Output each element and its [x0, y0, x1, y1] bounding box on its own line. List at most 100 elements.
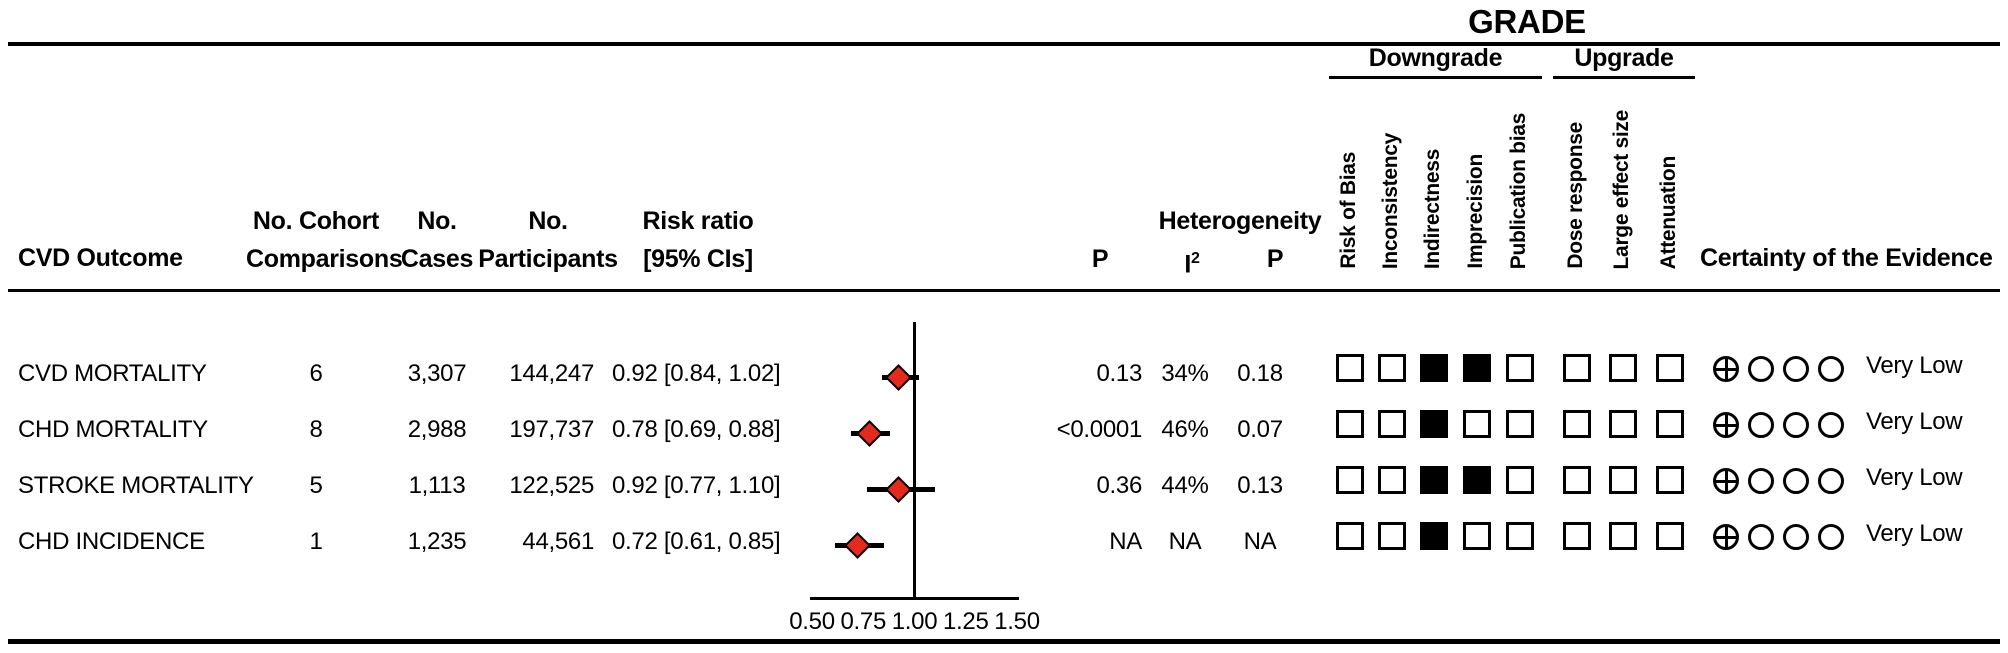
row-outcome: STROKE MORTALITY: [18, 472, 254, 499]
checkbox-filled-icon: [1463, 466, 1491, 494]
checkbox-empty-icon: [1563, 466, 1591, 494]
point-estimate-diamond: [843, 532, 871, 559]
grade-column-label-inconsistency: Inconsistency: [1379, 132, 1402, 269]
checkbox-filled-icon: [1420, 354, 1448, 382]
row-i-squared: NA: [1168, 528, 1202, 555]
checkbox-empty-icon: [1336, 410, 1364, 438]
row-cases: 2,988: [407, 416, 467, 443]
row-outcome: CVD MORTALITY: [18, 360, 207, 387]
row-i-squared: 44%: [1161, 472, 1209, 499]
grade-circle-icon: [1783, 468, 1809, 494]
row-certainty-label: Very Low: [1866, 408, 1963, 435]
grade-circle-icon: [1748, 468, 1774, 494]
row-p-value: 0.36: [1096, 472, 1142, 499]
row-certainty-label: Very Low: [1866, 520, 1963, 547]
row-cases: 1,113: [408, 472, 466, 499]
checkbox-empty-icon: [1336, 522, 1364, 550]
header-i-squared: I2: [1184, 250, 1200, 279]
grade-circle-icon: [1783, 524, 1809, 550]
checkbox-filled-icon: [1420, 410, 1448, 438]
checkbox-empty-icon: [1563, 522, 1591, 550]
checkbox-empty-icon: [1378, 522, 1406, 550]
row-p-het: 0.18: [1237, 360, 1283, 387]
checkbox-empty-icon: [1656, 466, 1684, 494]
upgrade-group-label: Upgrade: [1574, 44, 1674, 72]
grade-circle-icon: [1818, 468, 1844, 494]
checkbox-empty-icon: [1656, 410, 1684, 438]
grade-column-label-large-effect-size: Large effect size: [1610, 109, 1633, 269]
row-certainty-label: Very Low: [1866, 464, 1963, 491]
grade-circle-icon: [1748, 412, 1774, 438]
row-risk-ratio: 0.78 [0.69, 0.88]: [612, 416, 781, 443]
point-estimate-diamond: [855, 420, 883, 447]
grade-circle-icon: [1783, 412, 1809, 438]
checkbox-empty-icon: [1378, 354, 1406, 382]
checkbox-empty-icon: [1609, 522, 1637, 550]
x-axis-tick: 1.25: [942, 608, 989, 635]
checkbox-empty-icon: [1506, 354, 1534, 382]
grade-column-label-dose-response: Dose response: [1564, 122, 1587, 269]
grade-column-label-imprecision: Imprecision: [1464, 154, 1487, 269]
row-outcome: CHD MORTALITY: [18, 416, 208, 443]
header-outcome: CVD Outcome: [18, 244, 183, 272]
checkbox-empty-icon: [1463, 522, 1491, 550]
header-risk-ratio: Risk ratio [95% CIs]: [642, 207, 754, 273]
row-comparisons: 1: [309, 528, 323, 555]
grade-circle-icon: [1818, 524, 1844, 550]
checkbox-empty-icon: [1609, 354, 1637, 382]
header-p-heterogeneity: P: [1266, 245, 1284, 273]
row-participants: 197,737: [509, 416, 594, 443]
downgrade-underline: [1329, 76, 1542, 79]
checkbox-filled-icon: [1463, 354, 1491, 382]
row-outcome: CHD INCIDENCE: [18, 528, 205, 555]
checkbox-empty-icon: [1563, 354, 1591, 382]
row-comparisons: 6: [309, 360, 323, 387]
grade-circle-icon: [1748, 524, 1774, 550]
header-heterogeneity: Heterogeneity: [1158, 207, 1322, 235]
x-axis-tick: 1.00: [891, 608, 938, 635]
row-i-squared: 34%: [1161, 360, 1209, 387]
checkbox-empty-icon: [1656, 522, 1684, 550]
grade-circle-plus-icon: [1713, 356, 1739, 382]
x-axis-tick: 0.50: [789, 608, 835, 635]
grade-column-label-attenuation: Attenuation: [1657, 155, 1680, 269]
row-participants: 122,525: [509, 472, 594, 499]
row-certainty-label: Very Low: [1866, 352, 1963, 379]
row-risk-ratio: 0.92 [0.77, 1.10]: [612, 472, 781, 499]
x-axis-line: [810, 597, 1019, 600]
row-participants: 144,247: [509, 360, 594, 387]
header-rule: [8, 289, 2000, 292]
row-p-het: 0.13: [1237, 472, 1283, 499]
grade-title: GRADE: [1468, 3, 1586, 40]
row-comparisons: 5: [309, 472, 323, 499]
checkbox-filled-icon: [1420, 522, 1448, 550]
checkbox-empty-icon: [1463, 410, 1491, 438]
grade-circle-icon: [1818, 356, 1844, 382]
header-participants: No. Participants: [478, 207, 618, 273]
grade-column-label-publication-bias: Publication bias: [1507, 112, 1530, 269]
checkbox-empty-icon: [1336, 466, 1364, 494]
checkbox-empty-icon: [1336, 354, 1364, 382]
grade-circle-icon: [1783, 356, 1809, 382]
checkbox-empty-icon: [1656, 354, 1684, 382]
header-cases: No. Cases: [400, 207, 474, 273]
checkbox-empty-icon: [1506, 522, 1534, 550]
point-estimate-diamond: [884, 364, 912, 391]
checkbox-empty-icon: [1563, 410, 1591, 438]
header-cohort-comparisons: No. Cohort Comparisons: [246, 207, 403, 273]
row-participants: 44,561: [522, 528, 594, 555]
checkbox-empty-icon: [1506, 466, 1534, 494]
point-estimate-diamond: [884, 476, 912, 503]
row-p-het: NA: [1243, 528, 1277, 555]
checkbox-empty-icon: [1609, 410, 1637, 438]
row-cases: 1,235: [407, 528, 467, 555]
row-p-value: NA: [1109, 528, 1142, 555]
row-p-het: 0.07: [1237, 416, 1283, 443]
grade-circle-plus-icon: [1713, 524, 1739, 550]
header-p: P: [1091, 245, 1109, 273]
row-p-value: 0.13: [1096, 360, 1142, 387]
grade-circle-icon: [1748, 356, 1774, 382]
grade-column-label-indirectness: Indirectness: [1421, 148, 1444, 269]
grade-circle-plus-icon: [1713, 412, 1739, 438]
